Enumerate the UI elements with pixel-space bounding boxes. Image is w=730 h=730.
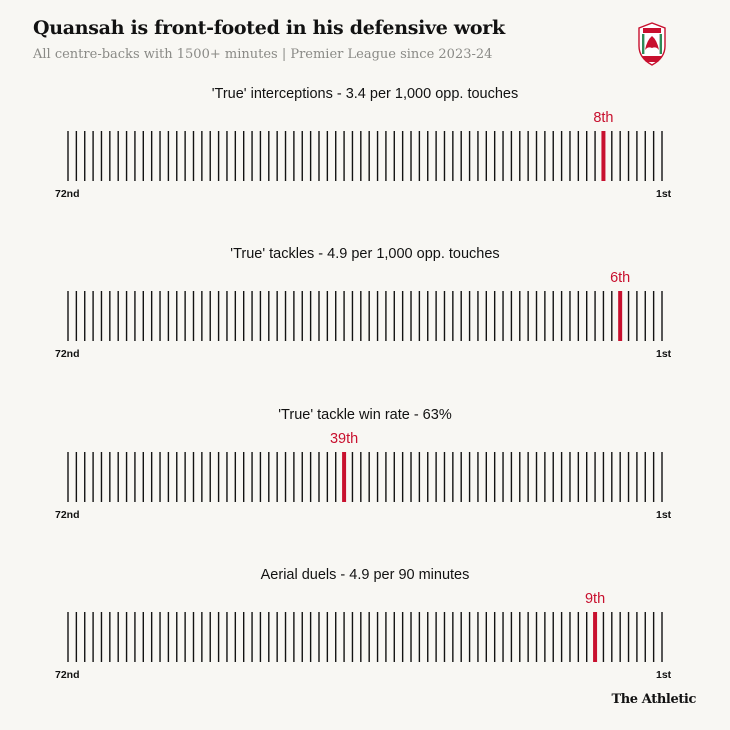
liverpool-fc-crest-icon: [638, 22, 666, 66]
strip-title: 'True' interceptions - 3.4 per 1,000 opp…: [211, 86, 519, 102]
chart-subtitle: All centre-backs with 1500+ minutes | Pr…: [33, 47, 493, 62]
rank-strip: [67, 131, 663, 181]
highest-rank-label: 1st: [656, 509, 672, 521]
rank-label: 39th: [329, 431, 359, 447]
strip-title: 'True' tackles - 4.9 per 1,000 opp. touc…: [230, 246, 500, 262]
lowest-rank-label: 72nd: [55, 509, 80, 521]
rank-strip: [67, 452, 663, 502]
highest-rank-label: 1st: [656, 669, 672, 681]
lowest-rank-label: 72nd: [55, 669, 80, 681]
rank-strip: [67, 291, 663, 341]
chart-header: Quansah is front-footed in his defensive…: [33, 14, 633, 64]
rank-strip: [67, 612, 663, 662]
rank-label: 6th: [610, 270, 631, 286]
lowest-rank-label: 72nd: [55, 188, 80, 200]
highest-rank-label: 1st: [656, 188, 672, 200]
rank-label: 9th: [584, 591, 606, 607]
highest-rank-label: 1st: [656, 348, 672, 360]
lowest-rank-label: 72nd: [55, 348, 80, 360]
rank-label: 8th: [593, 110, 614, 126]
strip-title: 'True' tackle win rate - 63%: [278, 407, 452, 423]
strip-title: Aerial duels - 4.9 per 90 minutes: [260, 567, 470, 583]
chart-title: Quansah is front-footed in his defensive…: [33, 17, 505, 39]
brand-wordmark: The Athletic: [611, 692, 696, 707]
